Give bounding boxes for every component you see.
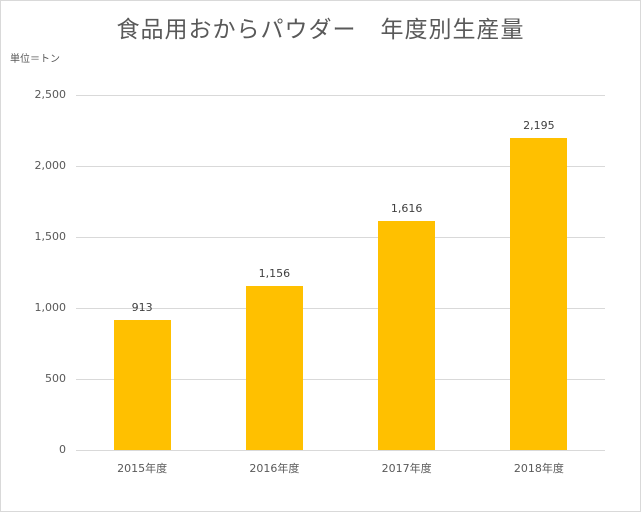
gridline [76,237,605,238]
x-axis-line [76,450,605,451]
x-tick-label: 2016年度 [249,462,300,475]
gridline [76,308,605,309]
x-tick-label: 2017年度 [381,462,432,475]
y-tick-label: 2,000 [34,159,67,172]
y-tick-label: 2,500 [34,88,67,101]
y-tick-label: 1,000 [34,301,67,314]
y-tick-label: 1,500 [34,230,67,243]
chart-title: 食品用おからパウダー 年度別生産量 [116,17,525,43]
data-label: 2,195 [523,119,555,133]
bar [245,285,303,450]
data-label: 1,616 [390,201,423,215]
bar [113,320,171,450]
bar [378,220,436,450]
bar [510,138,568,450]
gridline [76,95,605,96]
gridline [76,166,605,167]
gridline [76,379,605,380]
unit-label: 単位＝トン [10,54,60,65]
data-label: 1,156 [258,266,291,280]
x-tick-label: 2015年度 [117,462,168,475]
y-tick-label: 0 [59,443,66,456]
y-tick-label: 500 [45,372,66,385]
x-tick-label: 2018年度 [513,462,564,475]
data-label: 913 [131,301,153,315]
